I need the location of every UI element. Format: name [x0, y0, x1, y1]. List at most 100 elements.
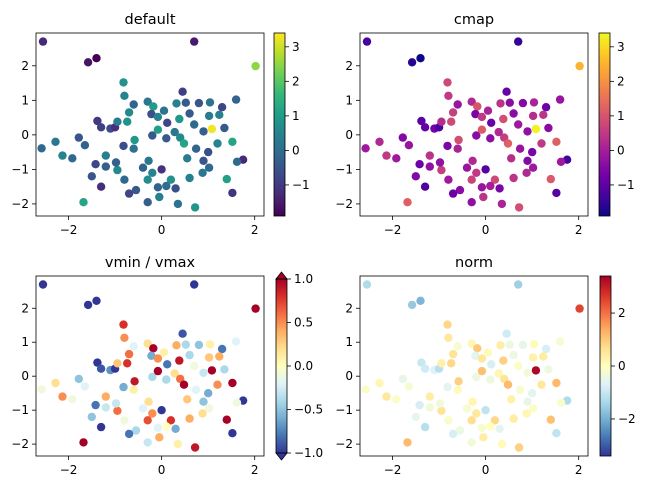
- scatter-point: [162, 422, 171, 431]
- scatter-point: [68, 154, 77, 163]
- scatter-point: [529, 98, 539, 107]
- scatter-point: [131, 426, 141, 435]
- scatter-point: [481, 165, 490, 174]
- subplot-title: default: [124, 12, 175, 28]
- scatter-point: [392, 154, 401, 163]
- scatter-point: [509, 414, 518, 423]
- scatter-point: [435, 158, 445, 167]
- scatter-point: [228, 429, 237, 438]
- scatter-point: [130, 377, 139, 386]
- scatter-point: [477, 366, 487, 376]
- colorbar-tick-label: 0.5: [294, 316, 313, 330]
- scatter-point: [541, 344, 551, 354]
- scatter-point: [144, 156, 153, 165]
- y-tick-label: 0: [21, 369, 29, 383]
- scatter-point: [455, 185, 465, 195]
- scatter-point: [528, 111, 538, 121]
- scatter-point: [120, 333, 129, 342]
- scatter-point: [494, 369, 503, 378]
- scatter-point: [529, 340, 539, 349]
- scatter-point: [191, 385, 201, 394]
- scatter-point: [143, 175, 152, 184]
- scatter-point: [173, 439, 183, 449]
- scatter-point: [147, 351, 156, 360]
- scatter-point: [443, 382, 452, 392]
- scatter-point: [375, 378, 384, 388]
- scatter-point: [207, 366, 217, 375]
- scatter-point: [537, 139, 546, 148]
- scatter-point: [101, 403, 111, 412]
- scatter-point: [468, 397, 477, 406]
- scatter-point: [473, 344, 482, 353]
- scatter-point: [523, 368, 532, 377]
- scatter-point: [420, 422, 430, 432]
- colorbar: −1 0 1 2 3: [273, 32, 310, 217]
- scatter-point: [124, 429, 134, 439]
- scatter-point: [205, 98, 215, 107]
- colorbar-tick-label: −1.0: [294, 446, 323, 460]
- x-tick-label: 2: [575, 463, 583, 477]
- scatter-point: [175, 356, 184, 365]
- scatter-point: [539, 352, 548, 361]
- scatter-point: [91, 160, 100, 169]
- scatter-point: [194, 340, 204, 350]
- scatter-point: [185, 173, 194, 183]
- scatter-point: [471, 351, 480, 360]
- scatter-point: [416, 54, 425, 63]
- scatter-point: [96, 364, 106, 373]
- scatter-point: [467, 97, 476, 106]
- scatter-point: [190, 361, 199, 371]
- scatter-point: [228, 378, 237, 388]
- scatter-point: [453, 100, 462, 109]
- scatter-point: [111, 399, 121, 408]
- scatter-point: [509, 350, 518, 360]
- scatter-point: [467, 339, 476, 348]
- colorbar-tick-label: −2: [618, 412, 636, 426]
- scatter-point: [198, 409, 207, 418]
- scatter-point: [531, 124, 541, 134]
- scatter-point: [148, 409, 157, 418]
- scatter-point: [398, 133, 407, 142]
- scatter-point: [124, 189, 134, 198]
- scatter-point: [51, 137, 60, 146]
- scatter-point: [544, 365, 553, 374]
- scatter-point: [101, 162, 111, 171]
- scatter-point: [486, 181, 495, 191]
- scatter-point: [403, 438, 412, 447]
- colorbar-gradient: [600, 276, 611, 456]
- scatter-point: [509, 173, 518, 183]
- scatter-point: [425, 151, 434, 160]
- scatter-point: [185, 350, 194, 360]
- scatter-point: [204, 404, 214, 413]
- scatter-point: [231, 337, 241, 346]
- scatter-point: [528, 353, 538, 362]
- scatter-point: [157, 406, 166, 415]
- scatter-point: [479, 192, 488, 202]
- scatter-point: [502, 87, 511, 96]
- scatter-point: [448, 189, 458, 198]
- scatter-point: [528, 404, 538, 413]
- scatter-point: [93, 358, 102, 367]
- scatter-point: [153, 112, 163, 122]
- scatter-point: [425, 162, 434, 171]
- scatter-point: [204, 353, 214, 362]
- scatter-point: [148, 131, 157, 140]
- scatter-point: [455, 426, 465, 435]
- scatter-point: [215, 110, 224, 120]
- scatter-point: [417, 358, 426, 367]
- scatter-point: [499, 114, 508, 124]
- subplot-title: cmap: [454, 12, 494, 28]
- colorbar-tick-label: 0.0: [294, 359, 313, 373]
- scatter-point: [96, 182, 106, 191]
- scatter-point: [199, 156, 208, 165]
- x-tick-label: −2: [60, 223, 78, 237]
- axes-frame: [359, 275, 589, 457]
- colorbar: −1 0 1 2 3: [598, 32, 635, 217]
- scatter-point: [467, 198, 476, 207]
- scatter-point: [148, 372, 157, 382]
- scatter-point: [204, 163, 214, 172]
- scatter-point: [546, 415, 555, 424]
- scatter-point: [204, 147, 213, 157]
- scatter-point: [162, 375, 171, 384]
- scatter-point: [382, 392, 391, 401]
